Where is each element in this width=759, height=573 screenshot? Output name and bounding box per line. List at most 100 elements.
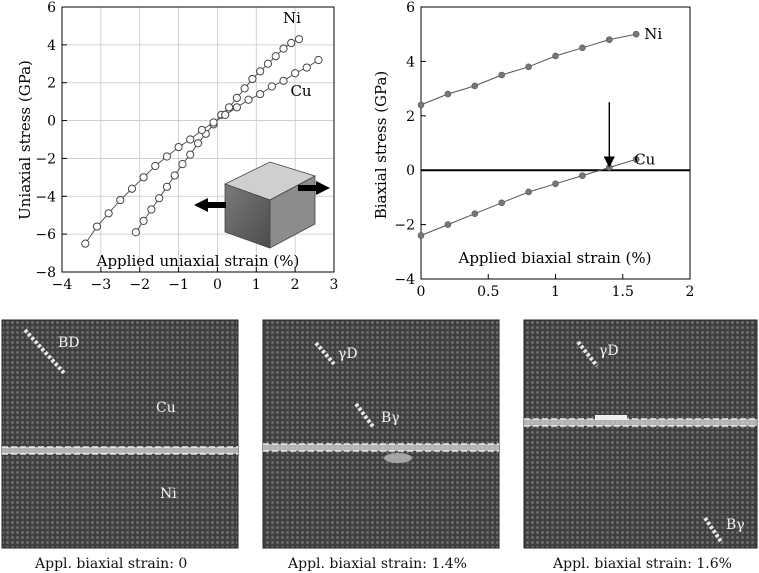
data-point-cu [552,180,559,188]
label-b-gamma: Bγ [726,517,745,533]
y-tick-label: 2 [406,109,415,125]
y-tick-label: −6 [35,227,56,243]
y-tick-label: −2 [35,151,56,167]
data-point-cu [471,210,479,218]
data-point-cu [186,135,195,144]
data-point-cu [291,69,300,78]
axis-ticks: −4 −3 −2 −1 0 1 2 3 −8 −6 −4 −2 0 2 4 6 [35,0,338,293]
x-tick-label: 3 [330,277,339,293]
data-point-ni [498,71,506,79]
legend-ni: Ni [644,25,662,43]
legend-ni: Ni [283,9,301,27]
data-point-cu [209,118,218,127]
plot-frame [61,6,335,273]
data-point-cu [81,239,90,248]
grid [61,6,335,273]
series-group [417,30,640,239]
data-point-cu [221,110,230,119]
caption-panel-b: Appl. biaxial strain: 1.4% [288,556,467,572]
atom-lattice [262,319,500,549]
data-point-cu [116,195,125,205]
data-point-ni [248,74,257,84]
y-tick-label: 6 [406,0,415,16]
atom-lattice [523,319,758,549]
data-point-ni [232,93,241,102]
data-point-cu [525,188,532,196]
data-point-ni [552,52,559,60]
data-point-ni [294,35,304,44]
x-tick-label: 0.5 [477,284,499,300]
data-point-cu [244,95,253,104]
x-tick-label: 0 [213,277,222,293]
data-point-cu [162,152,172,161]
caption-panel-a: Appl. biaxial strain: 0 [35,556,188,572]
data-point-ni [170,171,179,180]
data-point-ni [256,67,265,76]
data-point-cu [197,125,206,135]
x-tick-label: −3 [91,277,112,293]
label-gamma-d: γD [599,343,619,359]
y-tick-label: 0 [406,163,415,179]
dislocation-b-gamma [703,516,724,545]
data-point-ni [579,44,586,52]
x-tick-label: 1 [252,277,261,293]
data-point-ni [224,103,234,112]
data-point-cu [127,184,137,193]
data-point-cu [104,209,113,218]
data-point-ni [444,90,452,98]
data-point-cu [605,164,613,171]
data-point-ni [605,36,613,43]
data-point-ni [417,101,425,109]
data-point-ni [471,82,479,90]
biaxial-stress-plot: 0 0.5 1 1.5 2 −4 −2 0 2 4 6 Biaxial stress (GPa) A… [372,0,694,300]
y-tick-label: −4 [35,189,56,205]
interface-band [263,444,499,451]
data-point-ni [287,38,296,48]
data-point-ni [186,150,195,159]
data-point-ni [525,63,532,71]
data-point-cu [417,232,425,239]
dislocation-gamma-d [576,340,599,368]
interface-defect [595,415,627,420]
data-point-cu [444,221,452,228]
y-axis-label: Biaxial stress (GPa) [372,71,390,220]
label-gamma-d: γD [338,346,358,362]
dislocation-b-gamma [354,402,376,430]
uniaxial-stress-plot: −4 −3 −2 −1 0 1 2 3 −8 −6 −4 −2 0 2 4 6 Uniaxial stress… [16,0,338,293]
x-tick-label: 2 [291,277,300,293]
x-tick-label: −1 [168,277,189,293]
data-point-cu [92,222,102,231]
legend-cu: Cu [290,82,311,100]
label-ni: Ni [160,486,177,502]
data-point-cu [314,55,323,65]
plot-frame [420,6,691,280]
x-tick-label: 0 [417,284,426,300]
data-point-ni [263,59,273,68]
y-tick-label: 4 [47,38,56,54]
interface-band [2,447,238,454]
x-tick-label: 2 [686,284,695,300]
data-point-ni [193,139,203,148]
axis-ticks: 0 0.5 1 1.5 2 −4 −2 0 2 4 6 [394,0,694,300]
x-axis-label: Applied uniaxial strain (%) [96,252,300,270]
data-point-cu [498,199,506,207]
x-tick-label: −2 [129,277,150,293]
series-group [81,35,323,248]
data-point-cu [632,156,640,163]
simulation-panel-c: γD Bγ [523,319,758,549]
data-point-ni [131,228,140,237]
y-tick-label: 2 [47,76,56,92]
x-tick-label: 1.5 [612,284,634,300]
x-tick-label: 1 [551,284,560,300]
interface-defect [384,453,412,463]
y-tick-label: −2 [394,218,415,234]
data-point-cu [267,82,276,91]
x-tick-label: −4 [52,277,73,293]
data-point-cu [232,103,241,112]
data-point-ni [279,44,288,53]
label-bd: BD [58,335,80,351]
y-tick-label: −4 [394,272,415,288]
data-point-cu [139,173,148,182]
data-point-cu [256,89,265,99]
